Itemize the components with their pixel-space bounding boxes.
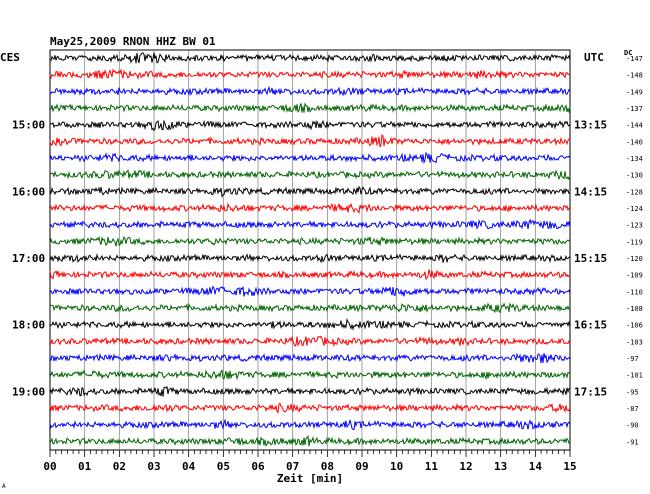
- right-hour-label: 17:15: [574, 385, 607, 398]
- x-tick-label: 01: [78, 460, 92, 473]
- trace-row-9: [49, 202, 571, 214]
- dc-offset-label: -130: [626, 172, 643, 180]
- dc-offset-label: -123: [626, 222, 643, 230]
- dc-offset-label: -119: [626, 238, 643, 246]
- left-hour-label: 16:00: [12, 185, 45, 198]
- dc-offset-label: -95: [626, 388, 639, 396]
- left-timezone-label: CES: [0, 51, 20, 64]
- dc-offset-labels: -147 -148 -149 -137 -144 -140 -134 -130 -128 -124…: [626, 55, 643, 446]
- dc-offset-label: -110: [626, 288, 643, 296]
- seismic-traces: [49, 52, 571, 447]
- trace-row-19: [49, 369, 571, 381]
- trace-row-10: [49, 218, 571, 230]
- trace-row-16: [49, 317, 571, 331]
- dc-offset-label: -134: [626, 155, 643, 163]
- x-tick-label: 15: [563, 460, 576, 473]
- trace-row-13: [49, 269, 571, 281]
- dc-column-label: DC: [624, 49, 632, 57]
- trace-row-2: [49, 85, 571, 97]
- dc-offset-label: -106: [626, 322, 643, 330]
- x-tick-label: 08: [321, 460, 334, 473]
- dc-offset-label: -147: [626, 55, 643, 63]
- x-tick-label: 04: [182, 460, 196, 473]
- dc-offset-label: -128: [626, 188, 643, 196]
- trace-row-7: [49, 169, 571, 181]
- x-tick-label: 07: [286, 460, 299, 473]
- trace-row-23: [49, 434, 571, 447]
- trace-row-3: [49, 102, 571, 114]
- dc-offset-label: -108: [626, 305, 643, 313]
- left-hour-label: 19:00: [12, 385, 45, 398]
- right-timezone-label: UTC: [584, 51, 604, 64]
- x-tick-label: 14: [529, 460, 543, 473]
- dc-offset-label: -140: [626, 138, 643, 146]
- dc-offset-label: -149: [626, 88, 643, 96]
- right-hour-label: 13:15: [574, 119, 607, 132]
- right-hour-label: 15:15: [574, 252, 607, 265]
- trace-row-5: [49, 134, 571, 148]
- x-tick-label: 13: [494, 460, 507, 473]
- right-hour-label: 14:15: [574, 185, 607, 198]
- dc-offset-label: -91: [626, 438, 639, 446]
- x-axis-label: Zeit [min]: [277, 472, 343, 485]
- grid-lines: [84, 50, 536, 450]
- x-tick-label: 06: [251, 460, 265, 473]
- dc-offset-label: -120: [626, 255, 643, 263]
- dc-offset-label: -103: [626, 338, 643, 346]
- dc-offset-label: -90: [626, 422, 639, 430]
- x-tick-label: 10: [390, 460, 403, 473]
- chart-title: May25,2009 RNON HHZ BW 01: [50, 35, 216, 48]
- x-tick-label: 12: [459, 460, 472, 473]
- trace-row-20: [49, 385, 571, 397]
- trace-row-1: [49, 68, 571, 80]
- hour-labels: 15:00 16:00 17:00 18:00 19:00 13:15 14:15 15:15…: [12, 119, 607, 399]
- trace-row-8: [49, 185, 571, 198]
- dc-offset-label: -97: [626, 355, 639, 363]
- right-hour-label: 16:15: [574, 319, 607, 332]
- dc-offset-label: -124: [626, 205, 643, 213]
- x-tick-label: 03: [147, 460, 160, 473]
- x-tick-label: 05: [217, 460, 230, 473]
- x-axis: 00 01 02 03 04 05 06 07 08 09 10 11 12 13 14 15: [43, 450, 577, 473]
- trace-row-11: [49, 235, 571, 247]
- x-tick-label: 11: [425, 460, 439, 473]
- dc-offset-label: -101: [626, 372, 643, 380]
- dc-offset-label: -144: [626, 122, 643, 130]
- trace-row-18: [49, 352, 571, 364]
- dc-offset-label: -137: [626, 105, 643, 113]
- left-hour-label: 17:00: [12, 252, 45, 265]
- trace-row-15: [49, 302, 571, 314]
- trace-row-6: [49, 151, 571, 165]
- left-hour-label: 15:00: [12, 119, 45, 132]
- dc-offset-label: -148: [626, 72, 643, 80]
- x-tick-label: 00: [43, 460, 56, 473]
- trace-row-22: [49, 418, 571, 431]
- trace-row-21: [49, 402, 571, 414]
- trace-row-17: [49, 335, 571, 348]
- trace-row-4: [49, 119, 571, 132]
- trace-row-14: [49, 285, 571, 297]
- trace-row-0: [49, 52, 571, 64]
- left-hour-label: 18:00: [12, 319, 45, 332]
- dc-offset-label: -87: [626, 405, 639, 413]
- dc-offset-label: -109: [626, 272, 643, 280]
- corner-mark: A: [2, 483, 6, 490]
- x-tick-label: 02: [113, 460, 126, 473]
- x-tick-label: 09: [355, 460, 368, 473]
- trace-row-12: [49, 253, 571, 264]
